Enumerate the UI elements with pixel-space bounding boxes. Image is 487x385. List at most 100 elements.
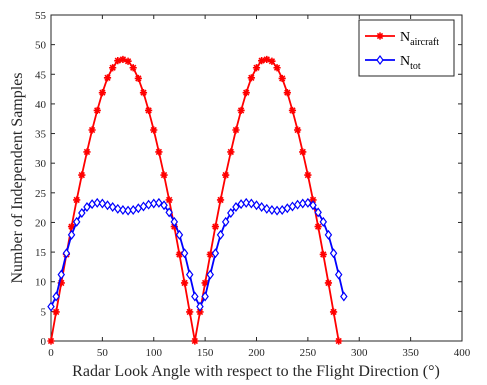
data-point-diamond — [165, 207, 173, 218]
data-point-diamond — [98, 198, 107, 209]
data-point-asterisk — [165, 196, 173, 204]
data-point-diamond — [155, 197, 163, 208]
x-tick-label: 400 — [454, 347, 471, 359]
axis-ticks: 0 50 100 150 200 250 300 350 400 0 5 10 15 20 25 30 35 40… — [35, 10, 471, 359]
series-tot — [47, 197, 348, 312]
data-point-asterisk — [175, 250, 184, 259]
data-point-diamond — [252, 200, 261, 211]
data-point-diamond — [206, 269, 215, 280]
data-point-asterisk — [309, 196, 317, 204]
data-point-asterisk — [98, 89, 106, 97]
x-tick-label: 350 — [402, 347, 419, 359]
y-tick-label: 50 — [35, 40, 47, 52]
data-point-diamond — [227, 207, 235, 218]
data-point-asterisk — [129, 64, 137, 72]
data-point-asterisk — [232, 126, 240, 134]
data-point-asterisk — [237, 106, 245, 115]
y-tick-label: 5 — [41, 306, 47, 318]
data-point-diamond — [78, 207, 86, 218]
data-point-diamond — [83, 202, 91, 213]
data-point-diamond — [67, 229, 76, 240]
data-point-asterisk — [83, 148, 91, 156]
data-point-asterisk — [201, 279, 209, 287]
x-tick-label: 200 — [248, 347, 265, 359]
data-point-diamond — [242, 197, 250, 208]
data-point-diamond — [232, 202, 240, 213]
data-point-diamond — [57, 269, 66, 280]
y-tick-label: 45 — [35, 69, 47, 81]
data-point-diamond — [191, 291, 199, 302]
data-point-diamond — [257, 202, 266, 213]
data-point-diamond — [93, 197, 101, 208]
data-point-diamond — [309, 200, 317, 211]
x-tick-label: 300 — [351, 347, 368, 359]
y-tick-label: 35 — [35, 129, 47, 141]
data-point-asterisk — [191, 337, 199, 345]
data-point-asterisk — [329, 308, 338, 316]
data-point-diamond — [334, 269, 343, 280]
y-tick-label: 10 — [35, 277, 47, 289]
data-point-asterisk — [324, 279, 333, 287]
series-layer — [47, 55, 348, 345]
data-point-diamond — [216, 229, 225, 240]
data-point-diamond — [314, 207, 322, 218]
data-point-asterisk — [247, 74, 255, 82]
data-point-diamond — [263, 203, 271, 214]
data-point-asterisk — [150, 126, 158, 134]
data-point-asterisk — [124, 57, 132, 65]
data-point-diamond — [52, 291, 60, 302]
data-point-asterisk — [268, 57, 276, 65]
y-tick-label: 20 — [35, 217, 47, 229]
data-point-asterisk — [227, 148, 235, 156]
data-point-diamond — [47, 301, 55, 312]
data-point-diamond — [108, 202, 117, 213]
x-axis-label: Radar Look Angle with respect to the Fli… — [72, 363, 440, 380]
data-point-diamond — [324, 229, 333, 240]
data-point-asterisk — [196, 308, 204, 316]
data-point-diamond — [62, 248, 71, 259]
y-tick-label: 30 — [35, 158, 47, 170]
data-point-diamond — [103, 200, 112, 211]
x-tick-label: 100 — [146, 347, 163, 359]
legend-label: Ntot — [400, 54, 421, 72]
data-point-asterisk — [155, 148, 163, 156]
data-point-diamond — [211, 248, 220, 259]
data-point-asterisk — [114, 57, 122, 65]
x-tick-label: 250 — [300, 347, 317, 359]
data-point-asterisk — [73, 196, 81, 204]
data-point-diamond — [247, 198, 256, 209]
legend: Naircraft Ntot — [358, 19, 455, 77]
data-point-diamond — [185, 269, 194, 280]
data-point-asterisk — [283, 89, 291, 97]
data-point-diamond — [175, 229, 184, 240]
data-point-asterisk — [319, 250, 327, 259]
data-point-diamond — [376, 55, 384, 65]
data-point-asterisk — [273, 64, 281, 72]
data-point-diamond — [114, 203, 122, 214]
data-point-asterisk — [278, 74, 286, 83]
data-point-asterisk — [263, 55, 271, 64]
data-point-asterisk — [211, 223, 219, 231]
data-point-diamond — [268, 205, 276, 216]
data-point-asterisk — [103, 74, 112, 82]
data-point-asterisk — [242, 89, 250, 97]
data-point-asterisk — [222, 171, 230, 179]
data-point-asterisk — [93, 106, 101, 115]
data-point-diamond — [119, 205, 127, 216]
legend-box — [358, 19, 455, 77]
data-point-asterisk — [134, 74, 142, 83]
data-point-asterisk — [145, 106, 153, 115]
series-aircraft — [47, 55, 343, 345]
data-point-asterisk — [57, 279, 65, 287]
data-point-asterisk — [288, 106, 297, 115]
data-point-asterisk — [47, 337, 55, 345]
y-axis-label: Number of Independent Samples — [9, 72, 26, 283]
y-tick-label: 15 — [35, 247, 47, 259]
data-point-asterisk — [186, 308, 194, 316]
data-point-asterisk — [216, 196, 225, 204]
data-point-asterisk — [252, 64, 261, 72]
x-tick-label: 0 — [48, 347, 54, 359]
y-tick-label: 55 — [35, 10, 47, 22]
y-tick-label: 0 — [41, 336, 47, 348]
